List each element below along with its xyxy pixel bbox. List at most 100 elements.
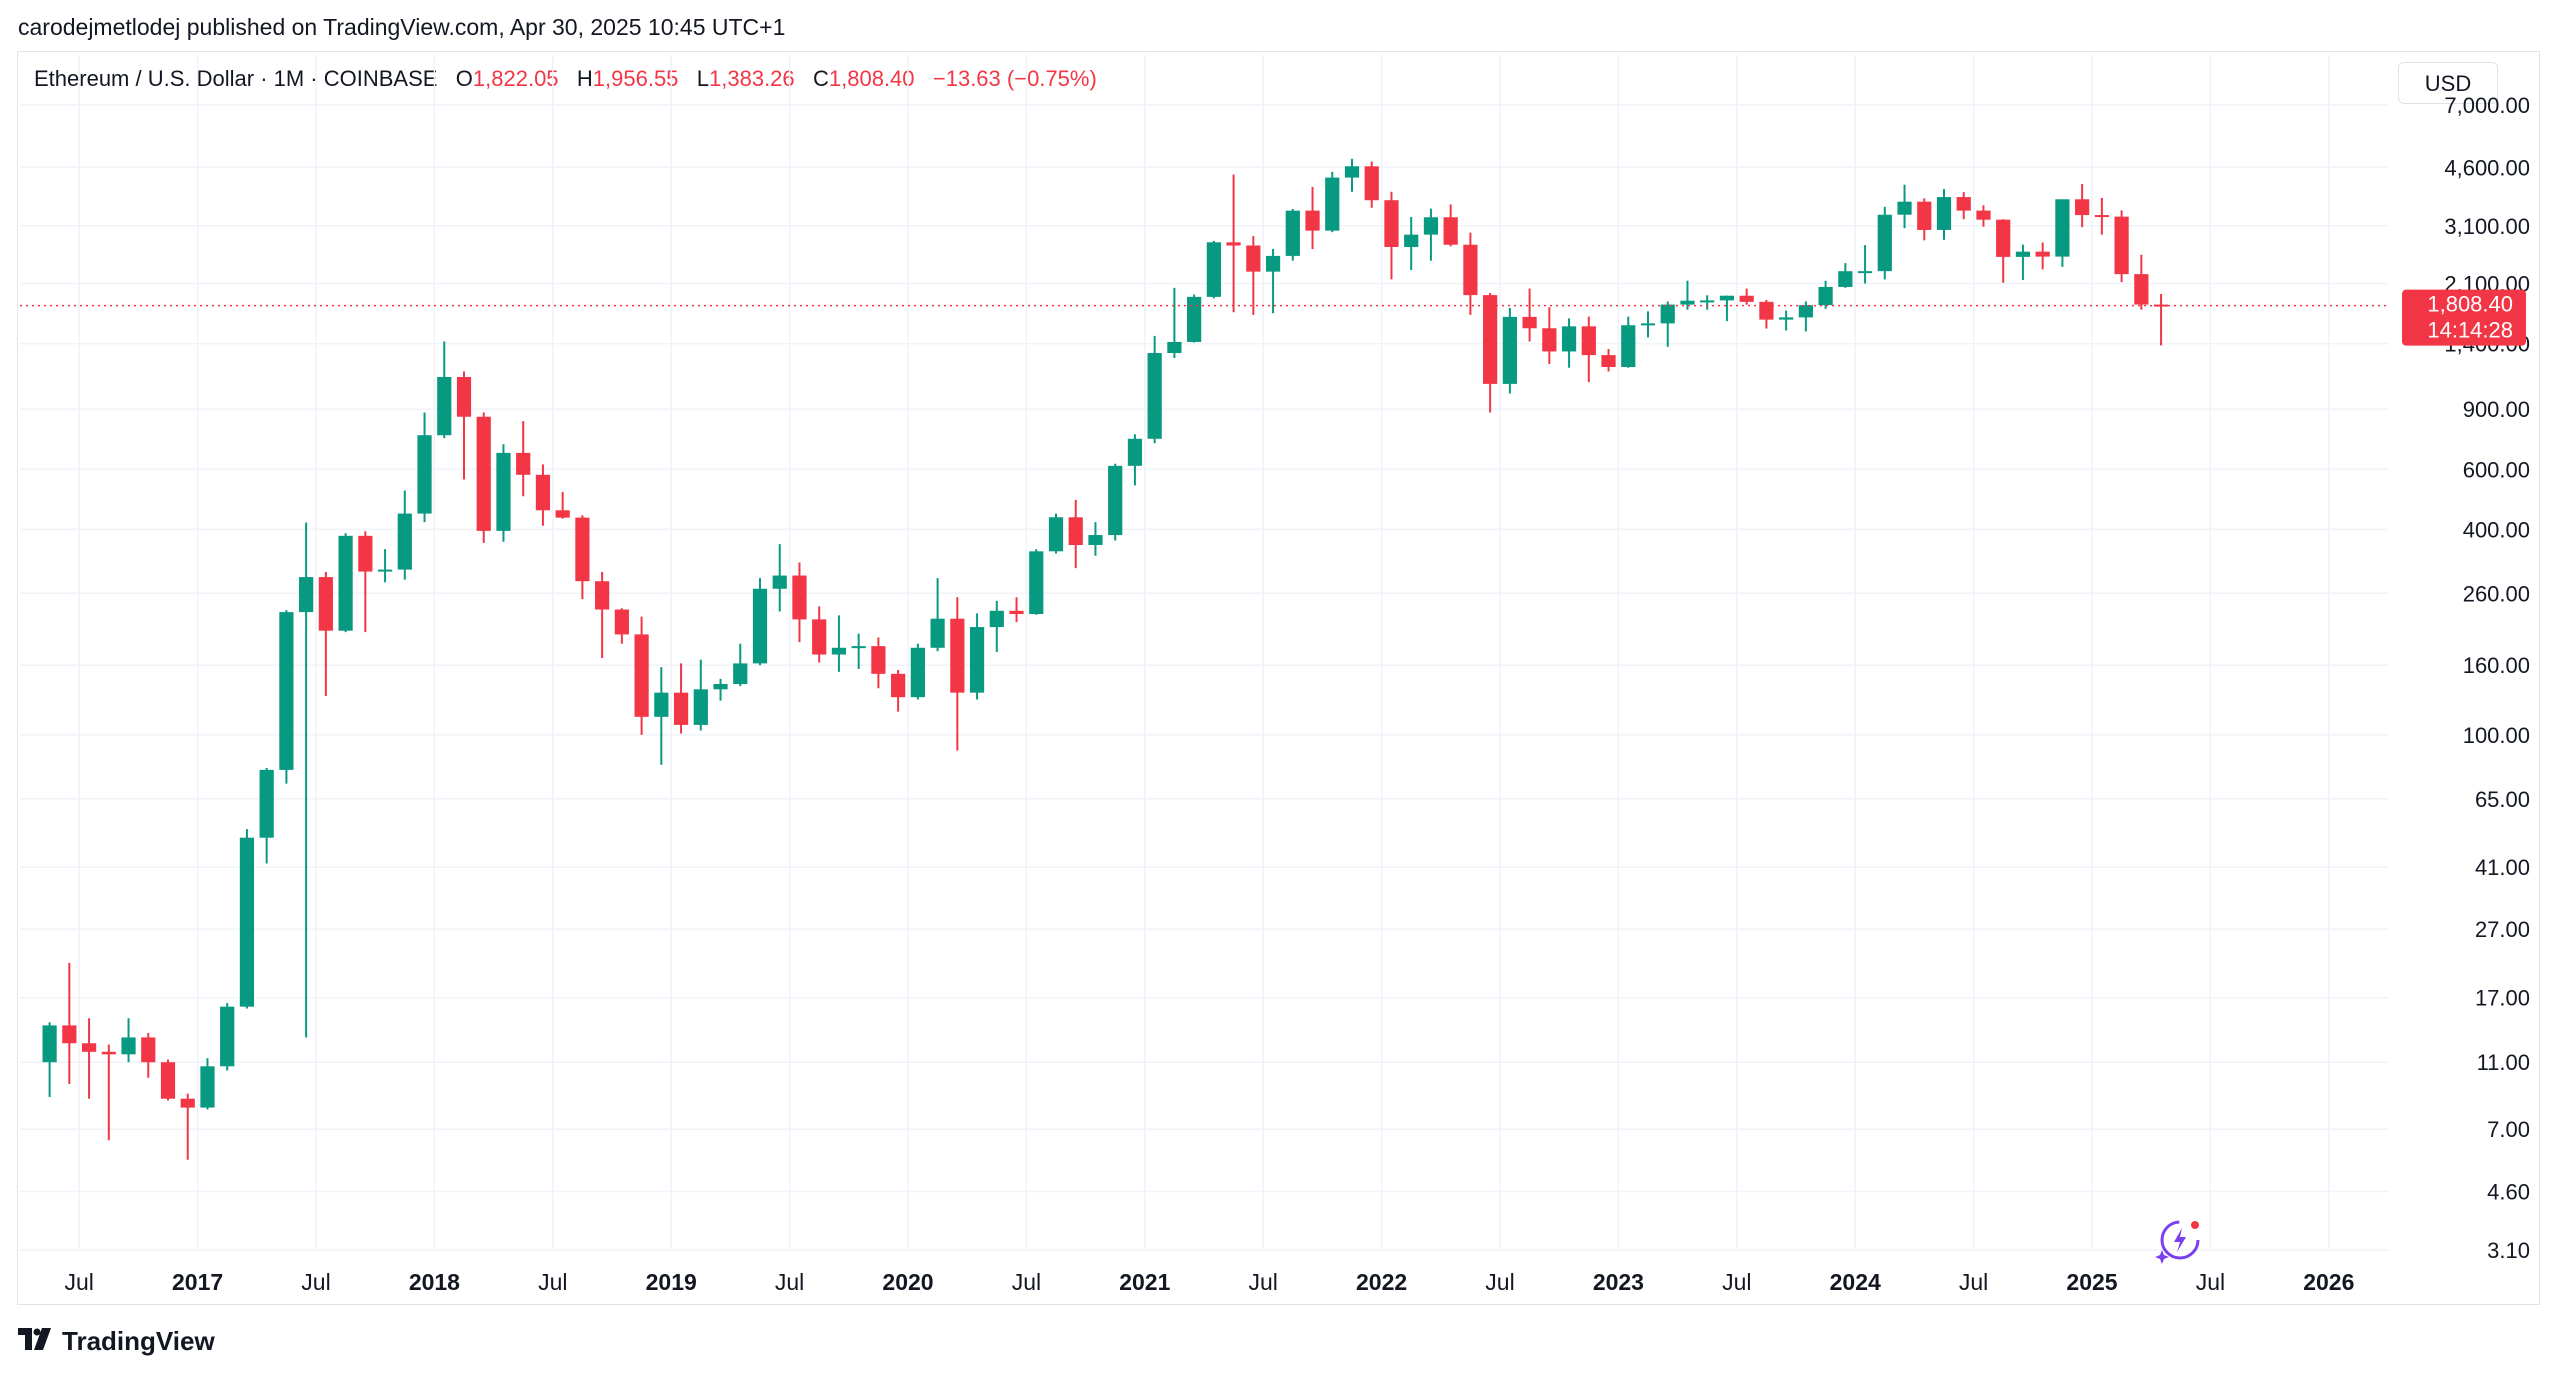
candle-body	[2094, 215, 2109, 218]
candle	[160, 1059, 176, 1101]
time-axis-label: 2018	[409, 1269, 460, 1295]
time-axis-label: 2025	[2066, 1269, 2117, 1295]
candle-body	[673, 692, 689, 725]
candle-body	[259, 769, 274, 838]
candle	[2015, 244, 2031, 281]
price-axis-label: 100.00	[2463, 723, 2530, 748]
candle-body	[1759, 301, 1774, 320]
candle-body	[1956, 197, 1971, 211]
candle	[910, 643, 925, 700]
candle	[358, 531, 373, 633]
price-axis-label: 7.00	[2487, 1117, 2530, 1142]
lightning-sparkle-icon[interactable]	[2150, 1210, 2210, 1275]
candle	[1897, 184, 1912, 229]
candle	[1522, 288, 1537, 342]
candle-body	[1187, 296, 1202, 342]
open-label: O	[455, 66, 473, 91]
candle	[1108, 463, 1123, 541]
candle	[2075, 183, 2090, 228]
price-tag-countdown: 14:14:28	[2427, 318, 2513, 343]
candle-body	[180, 1098, 195, 1108]
candle-body	[1443, 217, 1458, 245]
candle-body	[1522, 316, 1537, 329]
candle-body	[1542, 328, 1557, 352]
candle	[1621, 316, 1636, 368]
candle	[1305, 186, 1320, 250]
candle	[1798, 301, 1813, 332]
candle-body	[1561, 326, 1577, 352]
candle	[614, 608, 629, 644]
candle	[1265, 249, 1281, 314]
candle-body	[1147, 353, 1162, 439]
time-axis-label: Jul	[301, 1269, 330, 1295]
price-axis[interactable]: 7,000.004,600.003,100.002,100.001,400.00…	[2444, 93, 2530, 1263]
time-axis[interactable]: Jul 2017 Jul 2018 Jul 2019 Jul 2020 Jul 2021 Jul 20…	[64, 1269, 2354, 1295]
candle-body	[1226, 242, 1241, 246]
candle-body	[713, 683, 728, 690]
candle-body	[2035, 251, 2050, 257]
candle	[1700, 295, 1715, 310]
candle	[1206, 240, 1221, 299]
price-axis-label: 4.60	[2487, 1179, 2530, 1204]
candle	[693, 659, 708, 731]
time-axis-label: Jul	[64, 1269, 93, 1295]
candle	[397, 490, 412, 580]
candle-body	[812, 619, 827, 655]
candle-body	[555, 510, 570, 518]
tradingview-logo[interactable]: TradingView	[18, 1326, 215, 1357]
candle-body	[575, 517, 590, 582]
price-axis-label: 3.10	[2487, 1238, 2530, 1263]
candle	[595, 572, 610, 659]
candle	[713, 678, 728, 701]
candle-body	[417, 435, 432, 514]
candle	[1325, 171, 1340, 233]
candle	[2153, 294, 2169, 346]
time-axis-label: Jul	[1248, 1269, 1277, 1295]
candle	[220, 1002, 235, 1071]
candle-body	[1009, 610, 1024, 615]
candle	[1048, 513, 1064, 554]
candle	[1187, 294, 1202, 343]
candle-body	[1779, 317, 1794, 320]
candle-body	[950, 618, 965, 693]
candle-body	[1581, 326, 1596, 356]
candle	[1739, 288, 1754, 305]
candle-body	[1680, 300, 1695, 305]
candle-body	[496, 452, 511, 531]
candle-body	[1265, 255, 1281, 272]
candle	[535, 464, 551, 526]
time-axis-label: 2024	[1830, 1269, 1881, 1295]
candle	[1483, 292, 1498, 413]
candle	[121, 1018, 136, 1063]
price-axis-label: 3,100.00	[2444, 214, 2530, 239]
candle-body	[42, 1025, 57, 1063]
candle-body	[1621, 325, 1636, 367]
candle	[200, 1058, 215, 1110]
candle	[555, 491, 570, 519]
time-axis-label: 2023	[1593, 1269, 1644, 1295]
candle	[1542, 307, 1557, 365]
candle	[1917, 198, 1932, 241]
candle-body	[930, 618, 945, 648]
candle	[141, 1032, 156, 1078]
candle	[930, 578, 945, 652]
candle-body	[476, 416, 491, 531]
symbol-name[interactable]: Ethereum / U.S. Dollar · 1M · COINBASE	[34, 66, 438, 91]
candle	[1443, 204, 1458, 247]
candle	[180, 1093, 195, 1160]
candle	[2055, 199, 2070, 267]
candle	[891, 669, 906, 712]
candle	[1502, 308, 1517, 394]
candle	[476, 412, 491, 543]
currency-button[interactable]: USD	[2398, 62, 2498, 104]
chart-frame	[17, 51, 2540, 1305]
candle	[1877, 206, 1892, 280]
candle	[2094, 197, 2109, 235]
price-axis-label: 7,000.00	[2444, 93, 2530, 118]
close-value: 1,808.40	[828, 66, 915, 91]
candle-body	[456, 376, 472, 417]
candle	[259, 768, 274, 864]
candle-body	[1068, 517, 1083, 546]
candle-body	[1857, 271, 1873, 274]
